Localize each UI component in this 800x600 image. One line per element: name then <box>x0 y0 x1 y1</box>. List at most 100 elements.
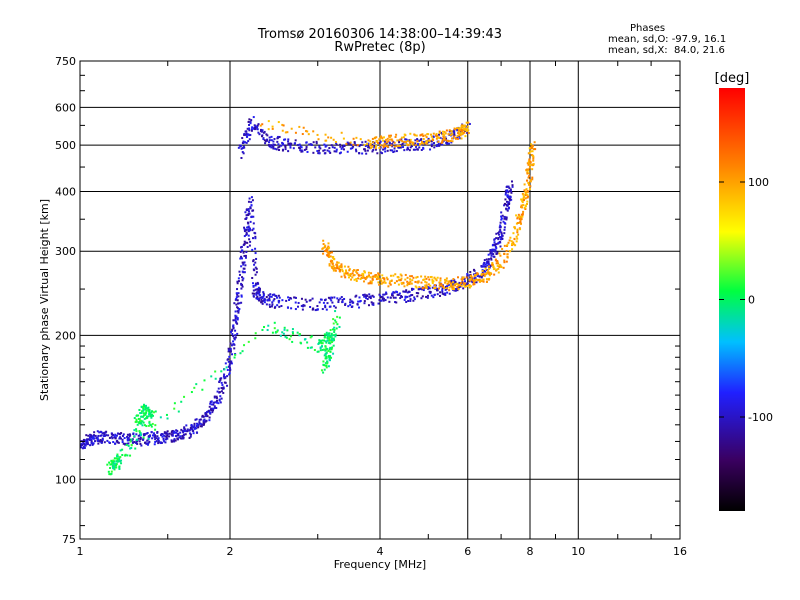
data-point <box>152 434 155 437</box>
data-point <box>245 228 248 231</box>
data-point <box>247 212 250 215</box>
y-tick-label: 200 <box>55 329 76 342</box>
data-point <box>393 147 396 150</box>
data-point <box>506 185 509 188</box>
data-point <box>108 461 111 464</box>
data-point <box>518 215 521 218</box>
data-point <box>255 297 258 300</box>
data-point <box>204 411 207 414</box>
data-point <box>319 298 322 301</box>
data-point <box>460 284 463 287</box>
data-point <box>248 229 251 232</box>
data-point <box>496 260 499 263</box>
data-point <box>334 319 337 322</box>
data-point <box>269 145 272 148</box>
data-point <box>244 211 247 214</box>
data-point <box>439 277 442 280</box>
data-point <box>281 149 284 152</box>
data-point <box>347 265 350 268</box>
data-point <box>179 431 182 434</box>
data-point <box>466 125 469 128</box>
data-point <box>234 315 237 318</box>
data-point <box>481 271 484 274</box>
data-point <box>248 138 251 141</box>
data-point <box>220 381 223 384</box>
data-point <box>499 224 502 227</box>
data-point <box>270 135 273 138</box>
data-point <box>497 241 500 244</box>
data-point <box>472 283 475 286</box>
data-point <box>204 415 207 418</box>
y-axis-label: Stationary phase Virtual Height [km] <box>38 199 51 401</box>
data-point <box>324 362 327 365</box>
data-point <box>271 331 274 334</box>
data-point <box>374 148 377 151</box>
data-point <box>506 253 509 256</box>
data-point <box>173 439 176 442</box>
data-point <box>223 376 226 379</box>
data-point <box>497 262 500 265</box>
data-point <box>283 138 286 141</box>
data-point <box>245 216 248 219</box>
data-point <box>391 149 394 152</box>
data-point <box>142 436 145 439</box>
data-point <box>456 289 459 292</box>
data-point <box>303 304 306 307</box>
data-point <box>131 441 134 444</box>
data-point <box>94 440 97 443</box>
data-point <box>249 121 252 124</box>
data-point <box>329 336 332 339</box>
data-point <box>508 239 511 242</box>
data-point <box>408 149 411 152</box>
data-point <box>241 151 244 154</box>
data-point <box>420 148 423 151</box>
colorbar-tick-label: 100 <box>748 176 769 189</box>
data-point <box>252 227 255 230</box>
data-point <box>371 294 374 297</box>
data-point <box>415 291 418 294</box>
data-point <box>91 437 94 440</box>
data-point <box>113 462 116 465</box>
data-point <box>443 130 446 133</box>
data-point <box>358 152 361 155</box>
data-point <box>151 422 154 425</box>
data-point <box>116 460 119 463</box>
data-point <box>532 155 535 158</box>
data-point <box>151 410 154 413</box>
data-point <box>521 206 524 209</box>
data-point <box>351 305 354 308</box>
data-point <box>348 273 351 276</box>
data-point <box>487 262 490 265</box>
data-point <box>478 280 481 283</box>
data-point <box>484 263 487 266</box>
data-point <box>273 298 276 301</box>
data-point <box>87 438 90 441</box>
data-point <box>400 282 403 285</box>
data-point <box>532 156 535 159</box>
data-point <box>404 278 407 281</box>
data-point <box>281 123 284 126</box>
data-point <box>450 141 453 144</box>
data-point <box>339 143 342 146</box>
data-point <box>409 294 412 297</box>
data-point <box>485 273 488 276</box>
data-point <box>300 146 303 149</box>
data-point <box>83 446 86 449</box>
data-point <box>406 276 409 279</box>
data-point <box>465 121 468 124</box>
data-point <box>466 273 469 276</box>
data-point <box>256 124 259 127</box>
data-point <box>139 432 142 435</box>
data-point <box>486 260 489 263</box>
data-point <box>322 149 325 152</box>
data-point <box>248 127 251 130</box>
data-point <box>245 214 248 217</box>
data-point <box>247 120 250 123</box>
data-point <box>146 439 149 442</box>
data-point <box>409 299 412 302</box>
data-point <box>100 441 103 444</box>
data-point <box>337 301 340 304</box>
data-point <box>109 473 112 476</box>
data-point <box>507 241 510 244</box>
data-point <box>278 149 281 152</box>
